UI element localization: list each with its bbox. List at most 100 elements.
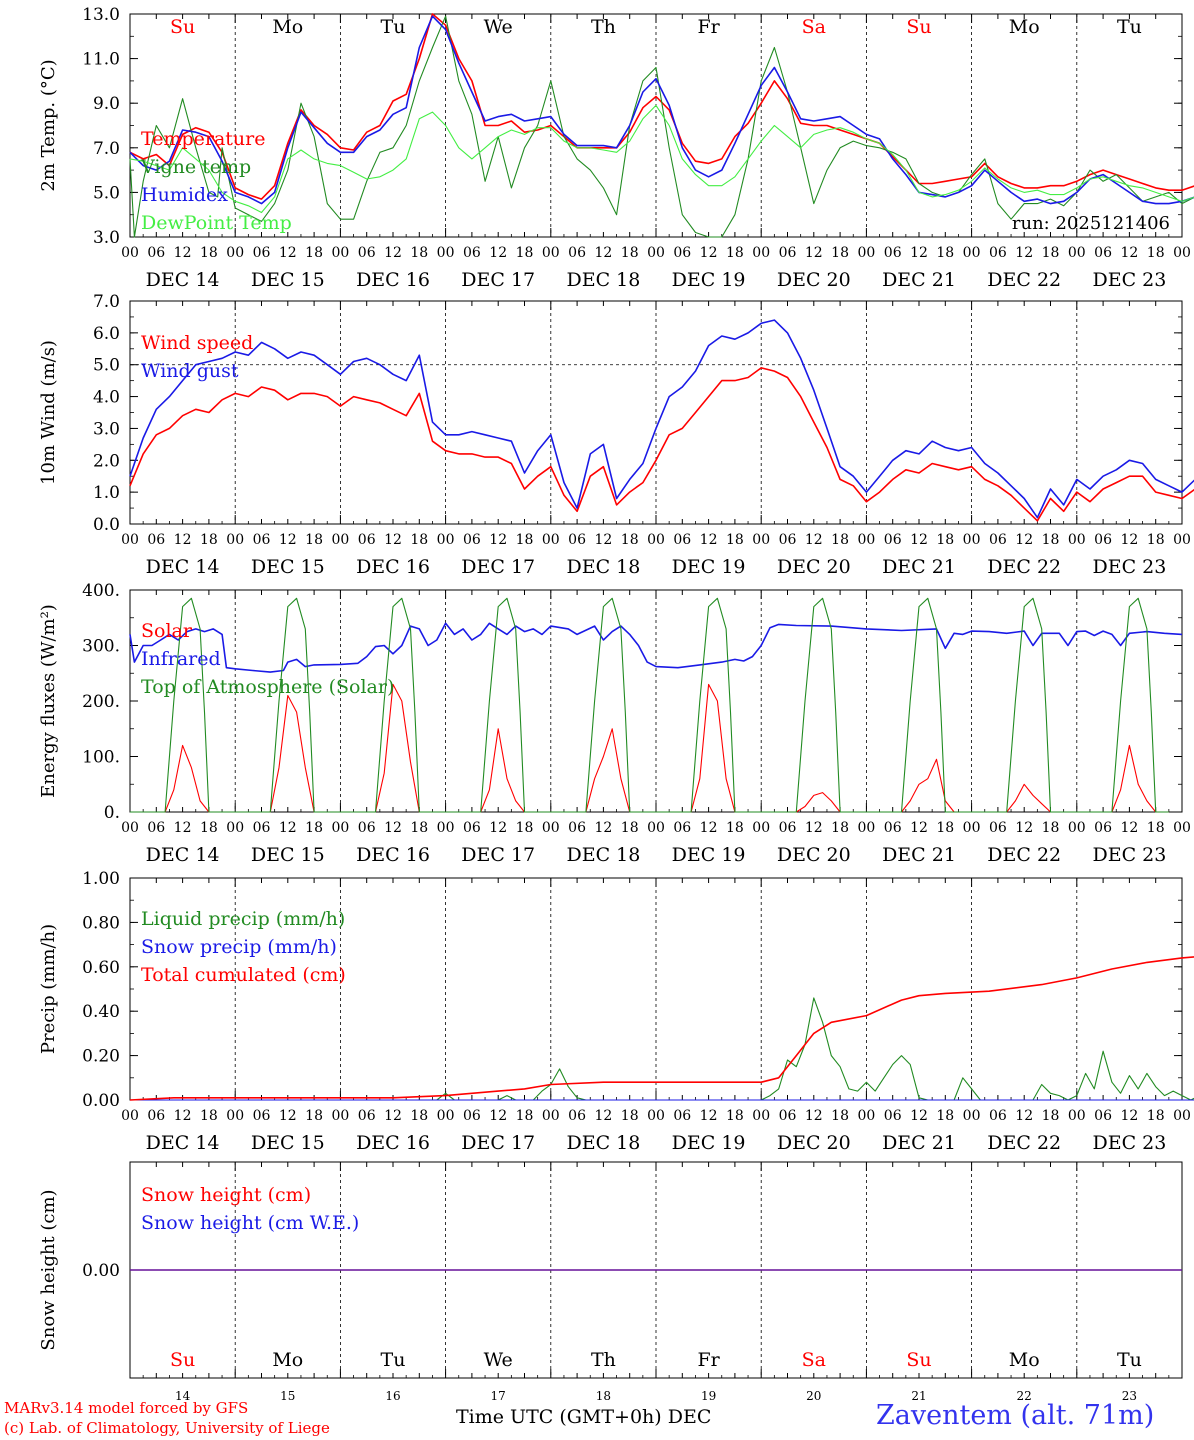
temp-hour-label: 06 xyxy=(568,245,586,261)
precip-hour-label: 12 xyxy=(384,1108,402,1124)
temp-hour-label: 18 xyxy=(831,245,849,261)
model-credit: MARv3.14 model forced by GFS xyxy=(4,1399,249,1417)
energy-date-label: DEC 19 xyxy=(672,844,746,866)
wind-hour-label: 06 xyxy=(463,532,481,548)
energy-hour-label: 18 xyxy=(1042,820,1060,836)
wind-hour-label: 00 xyxy=(121,532,139,548)
temp-weekday-label: Mo xyxy=(1009,16,1040,38)
precip-date-label: DEC 14 xyxy=(146,1132,220,1154)
snow-weekday-label: Su xyxy=(906,1349,931,1371)
wind-ytick-label: 7.0 xyxy=(93,292,120,312)
temp-ytick-label: 5.0 xyxy=(93,183,120,203)
wind-hour-label: 06 xyxy=(568,532,586,548)
wind-hour-label: 00 xyxy=(437,532,455,548)
temp-legend-dewpoint-temp: DewPoint Temp xyxy=(141,212,292,234)
precip-hour-label: 12 xyxy=(910,1108,928,1124)
temp-hour-label: 12 xyxy=(700,245,718,261)
snow-ytick-label: 0.00 xyxy=(82,1261,120,1281)
energy-ytick-label: 400. xyxy=(82,581,120,601)
precip-date-label: DEC 19 xyxy=(672,1132,746,1154)
precip-hour-label: 06 xyxy=(884,1108,902,1124)
temp-hour-label: 18 xyxy=(621,245,639,261)
temp-hour-label: 00 xyxy=(857,245,875,261)
precip-legend-liquid-precip-mm-h: Liquid precip (mm/h) xyxy=(141,908,345,930)
energy-hour-label: 00 xyxy=(963,820,981,836)
temp-hour-label: 12 xyxy=(279,245,297,261)
precip-hour-label: 00 xyxy=(226,1108,244,1124)
temp-date-label: DEC 14 xyxy=(146,269,220,291)
temp-weekday-label: Su xyxy=(906,16,931,38)
energy-hour-label: 18 xyxy=(1147,820,1165,836)
energy-series-top-of-atmosphere-solar xyxy=(130,597,1169,813)
temp-hour-label: 06 xyxy=(463,245,481,261)
temp-date-label: DEC 16 xyxy=(356,269,430,291)
temp-hour-label: 06 xyxy=(884,245,902,261)
temp-ytick-label: 3.0 xyxy=(93,228,120,248)
precip-series-liquid-precip-mm-h xyxy=(130,997,1194,1101)
wind-hour-label: 18 xyxy=(936,532,954,548)
precip-date-label: DEC 23 xyxy=(1092,1132,1166,1154)
snow-legend-snow-height-cm-w-e: Snow height (cm W.E.) xyxy=(141,1212,359,1234)
temp-legend-humidex: Humidex xyxy=(141,184,228,206)
wind-date-label: DEC 15 xyxy=(251,556,325,578)
precip-hour-label: 06 xyxy=(779,1108,797,1124)
meteogram: 3.0 5.0 7.0 9.0 11.0 13.0 2m Temp. (°C) 00 06 12 1… xyxy=(38,5,1194,1400)
temp-hour-label: 12 xyxy=(384,245,402,261)
precip-hour-label: 18 xyxy=(200,1108,218,1124)
precip-hour-label: 12 xyxy=(1015,1108,1033,1124)
precip-hour-label: 06 xyxy=(253,1108,271,1124)
wind-hour-label: 18 xyxy=(200,532,218,548)
wind-hour-label: 18 xyxy=(831,532,849,548)
precip-hour-label: 00 xyxy=(1173,1108,1191,1124)
temp-hour-label: 00 xyxy=(963,245,981,261)
precip-hour-label: 06 xyxy=(568,1108,586,1124)
energy-hour-label: 18 xyxy=(936,820,954,836)
wind-hour-label: 18 xyxy=(726,532,744,548)
wind-hour-label: 00 xyxy=(963,532,981,548)
snow-day-number: 14 xyxy=(175,1389,191,1400)
wind-hour-label: 06 xyxy=(253,532,271,548)
wind-hour-label: 18 xyxy=(516,532,534,548)
wind-date-label: DEC 20 xyxy=(777,556,851,578)
snow-weekday-label: Fr xyxy=(697,1349,720,1371)
wind-ytick-label: 3.0 xyxy=(93,419,120,439)
temp-hour-label: 18 xyxy=(516,245,534,261)
snow-weekday-label: Th xyxy=(591,1349,616,1371)
temp-weekday-label: Mo xyxy=(272,16,303,38)
energy-hour-label: 12 xyxy=(1120,820,1138,836)
energy-hour-label: 12 xyxy=(384,820,402,836)
temp-hour-label: 12 xyxy=(910,245,928,261)
temp-hour-label: 18 xyxy=(726,245,744,261)
precip-hour-label: 06 xyxy=(1094,1108,1112,1124)
wind-hour-label: 00 xyxy=(542,532,560,548)
precip-hour-label: 12 xyxy=(1120,1108,1138,1124)
precip-hour-label: 06 xyxy=(673,1108,691,1124)
energy-hour-label: 12 xyxy=(279,820,297,836)
precip-hour-label: 06 xyxy=(147,1108,165,1124)
precip-hour-label: 06 xyxy=(989,1108,1007,1124)
wind-ytick-label: 6.0 xyxy=(93,324,120,344)
snow-legend-snow-height-cm: Snow height (cm) xyxy=(141,1184,311,1206)
precip-hour-label: 18 xyxy=(1042,1108,1060,1124)
wind-date-label: DEC 14 xyxy=(146,556,220,578)
wind-hour-label: 06 xyxy=(989,532,1007,548)
wind-hour-label: 12 xyxy=(279,532,297,548)
energy-ytick-label: 200. xyxy=(82,692,120,712)
temp-hour-label: 06 xyxy=(1094,245,1112,261)
energy-series-infrared xyxy=(129,622,1183,673)
temp-hour-label: 00 xyxy=(437,245,455,261)
wind-hour-label: 12 xyxy=(1120,532,1138,548)
snow-weekday-label: Sa xyxy=(802,1349,826,1371)
temp-date-label: DEC 21 xyxy=(882,269,956,291)
temp-hour-label: 00 xyxy=(542,245,560,261)
snow-day-number: 17 xyxy=(491,1389,506,1400)
temp-date-label: DEC 18 xyxy=(566,269,640,291)
energy-legend-top-of-atmosphere-solar: Top of Atmosphere (Solar) xyxy=(141,676,394,698)
temp-hour-label: 18 xyxy=(936,245,954,261)
energy-hour-label: 00 xyxy=(752,820,770,836)
snow-day-number: 22 xyxy=(1017,1389,1032,1400)
wind-ytick-label: 4.0 xyxy=(93,388,120,408)
temp-series-dewpoint-temp xyxy=(129,104,1194,214)
temp-hour-label: 00 xyxy=(226,245,244,261)
temp-hour-label: 12 xyxy=(805,245,823,261)
